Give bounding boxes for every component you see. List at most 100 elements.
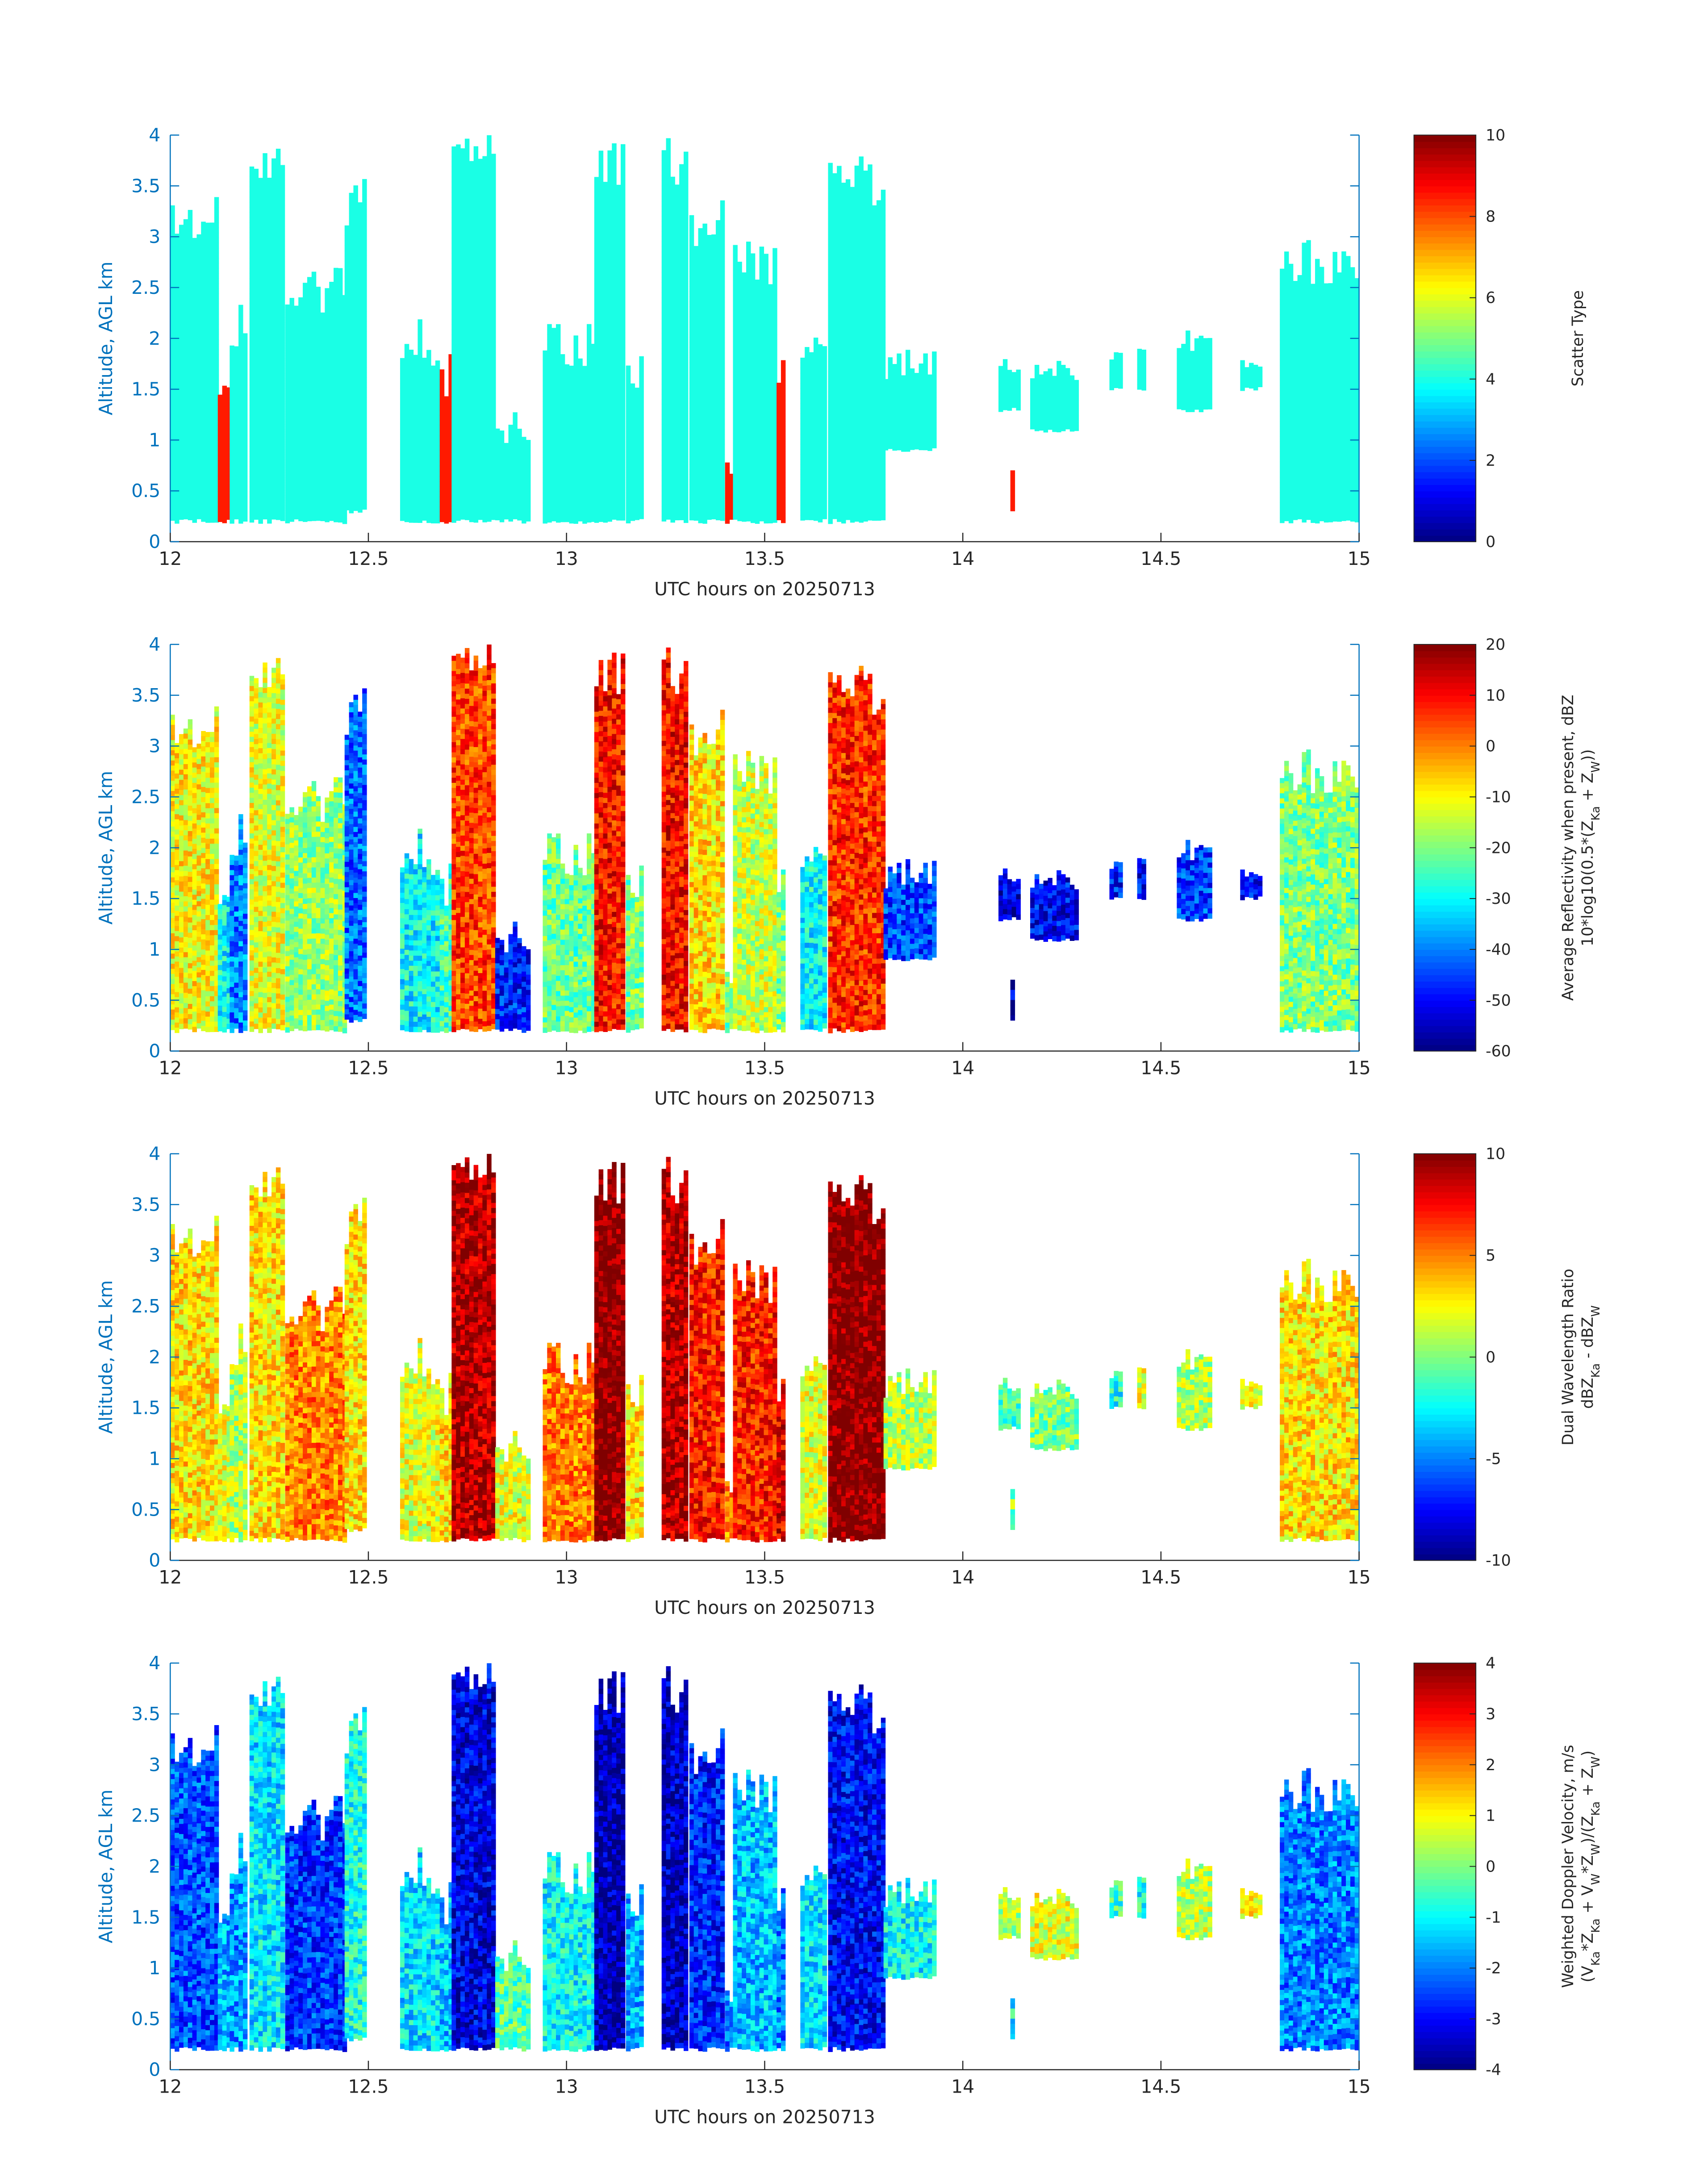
echo-cell — [587, 492, 591, 497]
echo-cell — [362, 311, 367, 317]
echo-cell — [276, 362, 280, 368]
echo-cell — [218, 501, 222, 507]
echo-cell — [345, 403, 349, 409]
echo-cell — [254, 387, 259, 393]
echo-cell — [465, 169, 469, 175]
echo-cell — [522, 472, 526, 478]
echo-cell — [210, 446, 214, 451]
echo-cell — [594, 208, 599, 213]
echo-cell — [569, 426, 574, 432]
echo-cell — [478, 352, 482, 357]
echo-cell — [267, 315, 271, 320]
echo-cell — [325, 364, 329, 370]
echo-cell — [349, 467, 354, 472]
echo-cell — [254, 438, 259, 443]
echo-cell — [358, 401, 362, 406]
echo-cell — [320, 501, 325, 506]
echo-cell — [276, 433, 280, 439]
echo-cell — [400, 516, 405, 521]
echo-cell — [460, 408, 465, 413]
echo-cell — [500, 461, 504, 466]
echo-cell — [400, 419, 405, 424]
echo-cell — [201, 415, 205, 420]
echo-cell — [418, 467, 422, 472]
echo-cell — [543, 468, 547, 473]
echo-cell — [465, 362, 469, 368]
echo-cell — [599, 191, 603, 196]
echo-cell — [298, 516, 303, 521]
echo-cell — [218, 471, 222, 476]
echo-cell — [487, 272, 491, 278]
echo-cell — [184, 402, 188, 408]
echo-cell — [482, 182, 487, 187]
echo-cell — [500, 456, 504, 461]
echo-cell — [258, 406, 263, 412]
echo-cell — [218, 425, 222, 430]
echo-cell — [469, 186, 474, 192]
echo-cell — [271, 159, 276, 164]
echo-cell — [551, 343, 556, 348]
echo-cell — [482, 263, 487, 268]
echo-cell — [362, 423, 367, 428]
echo-cell — [469, 161, 474, 167]
echo-cell — [188, 352, 192, 358]
echo-cell — [565, 476, 569, 481]
echo-cell — [179, 393, 184, 398]
echo-cell — [509, 481, 513, 486]
echo-cell — [170, 276, 175, 282]
echo-cell — [312, 419, 316, 424]
echo-cell — [307, 440, 312, 445]
echo-cell — [418, 477, 422, 482]
echo-cell — [469, 278, 474, 283]
echo-cell — [250, 466, 254, 472]
echo-cell — [289, 501, 294, 506]
echo-cell — [509, 445, 513, 451]
echo-cell — [289, 405, 294, 410]
echo-cell — [316, 358, 321, 363]
echo-cell — [210, 279, 214, 284]
echo-cell — [192, 350, 197, 355]
echo-cell — [418, 502, 422, 508]
echo-cell — [500, 441, 504, 446]
echo-cell — [587, 359, 591, 365]
echo-cell — [320, 338, 325, 343]
echo-cell — [334, 359, 338, 365]
echo-cell — [551, 359, 556, 364]
echo-cell — [196, 234, 201, 240]
echo-cell — [444, 412, 449, 417]
echo-cell — [338, 487, 342, 492]
echo-cell — [400, 393, 405, 399]
echo-cell — [263, 336, 267, 342]
echo-cell — [487, 506, 491, 512]
echo-cell — [487, 237, 491, 242]
echo-cell — [451, 223, 456, 228]
echo-cell — [582, 412, 587, 417]
echo-cell — [289, 409, 294, 415]
echo-cell — [478, 205, 482, 210]
echo-cell — [413, 467, 418, 472]
echo-cell — [556, 416, 560, 421]
echo-cell — [456, 500, 460, 506]
echo-cell — [358, 441, 362, 447]
echo-cell — [298, 424, 303, 430]
echo-cell — [170, 429, 175, 435]
echo-cell — [418, 451, 422, 457]
echo-cell — [170, 444, 175, 450]
echo-cell — [294, 407, 298, 413]
echo-cell — [413, 462, 418, 467]
echo-cell — [175, 366, 179, 371]
echo-cell — [474, 487, 478, 492]
echo-cell — [349, 462, 354, 468]
echo-cell — [400, 404, 405, 409]
echo-cell — [254, 286, 259, 291]
echo-cell — [320, 368, 325, 374]
echo-cell — [456, 434, 460, 439]
echo-cell — [456, 404, 460, 409]
echo-cell — [170, 246, 175, 251]
echo-cell — [307, 465, 312, 470]
echo-cell — [469, 415, 474, 421]
echo-cell — [547, 451, 551, 456]
echo-cell — [238, 351, 243, 356]
echo-cell — [513, 489, 517, 494]
echo-cell — [271, 448, 276, 453]
